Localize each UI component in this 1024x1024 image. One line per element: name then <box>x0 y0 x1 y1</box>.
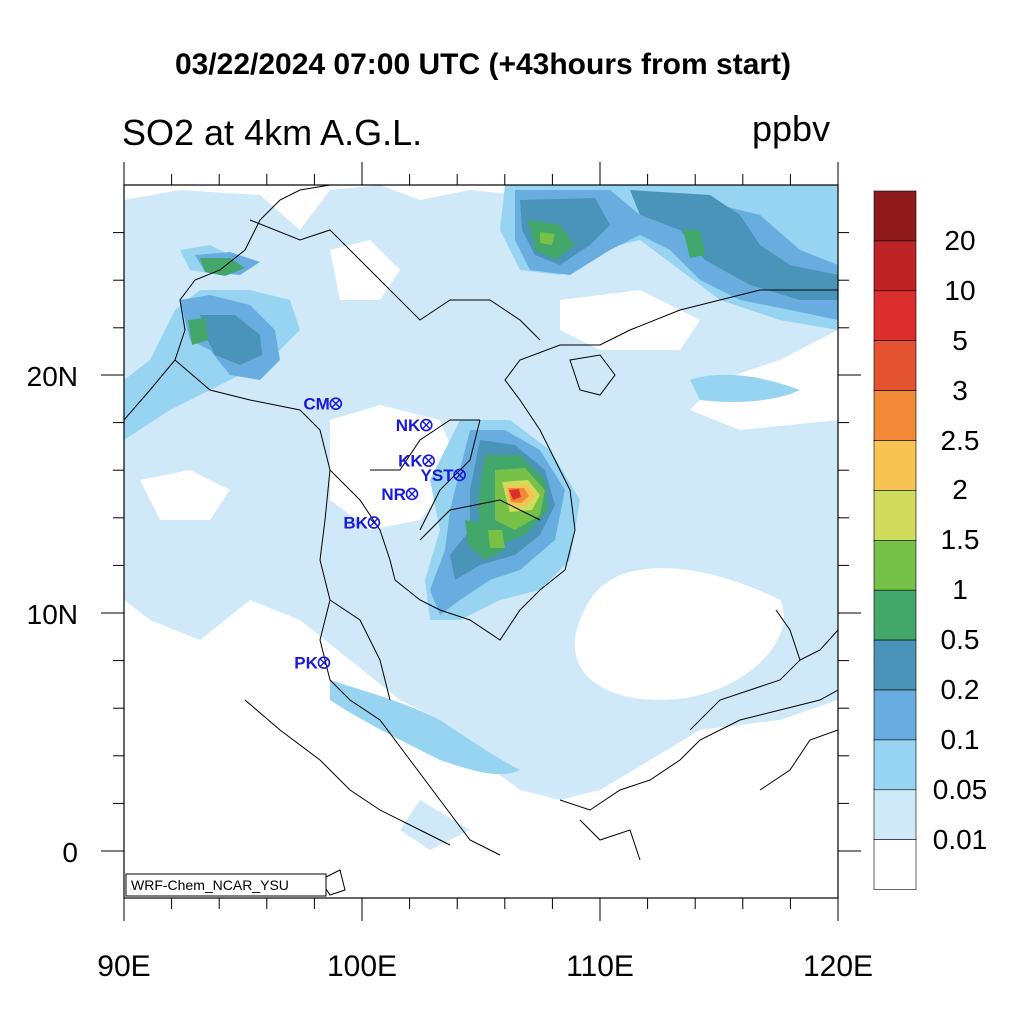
colorbar-label: 0.2 <box>940 674 980 705</box>
station-marker-icon <box>422 454 435 467</box>
map-frame <box>123 184 839 899</box>
station-label: CM <box>303 395 329 414</box>
colorbar-swatch <box>873 639 917 691</box>
station-label: NR <box>381 485 406 504</box>
x-tick-90e: 90E <box>97 950 151 983</box>
colorbar-swatch <box>873 240 917 292</box>
colorbar-swatch <box>873 390 917 441</box>
station-nk: NK <box>396 416 433 435</box>
station-marker-icon <box>419 418 433 432</box>
colorbar-label: 3 <box>952 374 968 406</box>
colorbar-swatch <box>873 739 917 791</box>
station-marker-icon <box>405 487 419 501</box>
station-marker-icon <box>317 656 331 670</box>
station-nr: NR <box>381 485 419 504</box>
colorbar-swatch <box>873 689 917 741</box>
colorbar-label: 0.01 <box>932 823 988 855</box>
y-tick-20n: 20N <box>26 361 78 392</box>
colorbar-swatch <box>873 839 917 890</box>
axis-ticks <box>101 162 861 921</box>
colorbar-label: 5 <box>952 324 968 356</box>
station-marker-icon <box>367 516 381 529</box>
station-cm: CM <box>303 395 343 414</box>
colorbar-label: 10 <box>944 274 976 306</box>
colorbar-label: 2.5 <box>940 424 980 456</box>
coastline-borders <box>124 185 838 896</box>
colorbar-swatch <box>873 290 917 341</box>
credit-box <box>125 873 327 897</box>
station-marker-icon <box>329 397 343 410</box>
colorbar-swatch <box>873 340 917 391</box>
colorbar-label: 0.05 <box>932 773 988 805</box>
station-label: NK <box>396 416 421 435</box>
colorbar-swatch <box>873 440 917 491</box>
x-tick-100e: 100E <box>326 950 398 983</box>
colorbar-label: 2 <box>952 474 968 506</box>
station-kk: KK <box>398 452 435 471</box>
station-yst: YST <box>421 466 466 485</box>
credit-text: WRF-Chem_NCAR_YSU <box>131 877 289 893</box>
y-tick-0: 0 <box>62 837 78 868</box>
station-bk: BK <box>343 513 381 532</box>
colorbar-label: 1.5 <box>940 524 980 556</box>
colorbar-label: 20 <box>944 224 976 256</box>
colorbar-swatch <box>873 539 917 591</box>
station-label: KK <box>398 452 423 471</box>
x-tick-110e: 110E <box>566 950 634 983</box>
station-label: BK <box>343 513 368 532</box>
units-subtitle: ppbv <box>752 108 831 149</box>
colorbar-label: 1 <box>952 574 968 606</box>
so2-contour-5 <box>509 489 521 500</box>
colorbar-swatch <box>873 789 917 840</box>
colorbar-swatch <box>873 589 917 641</box>
variable-subtitle: SO2 at 4km A.G.L. <box>122 112 423 153</box>
colorbar-label: 0.5 <box>940 624 980 656</box>
colorbar-label: 0.1 <box>940 723 980 755</box>
y-tick-10n: 10N <box>26 599 78 630</box>
colorbar-swatch <box>873 190 917 242</box>
colorbar <box>873 190 917 890</box>
plot-title: 03/22/2024 07:00 UTC (+43hours from star… <box>174 48 792 81</box>
station-label: YST <box>421 466 455 485</box>
station-pk: PK <box>294 654 331 673</box>
station-marker-icon <box>453 468 466 482</box>
x-tick-120e: 120E <box>802 950 874 983</box>
colorbar-swatch <box>873 490 917 541</box>
station-label: PK <box>294 654 318 673</box>
